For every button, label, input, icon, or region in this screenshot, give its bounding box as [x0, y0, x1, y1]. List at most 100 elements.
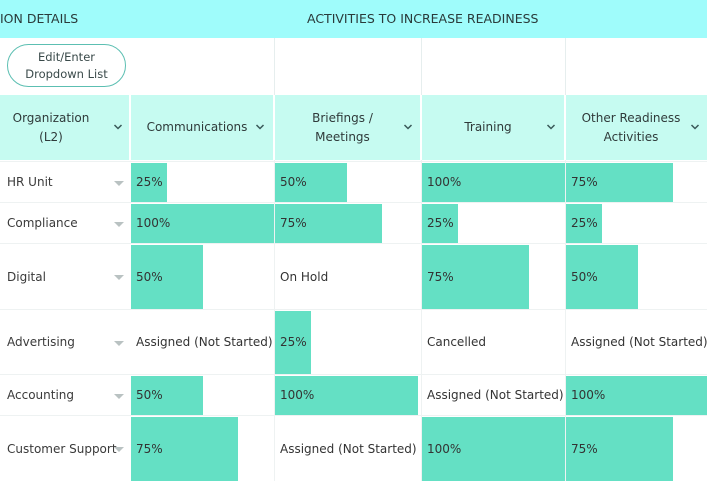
progress-bar [422, 163, 565, 202]
column-header-organization-l2[interactable]: Organization (L2) [0, 95, 130, 160]
organization-name[interactable]: Customer Support [7, 441, 117, 456]
status-cell-briefings-meetings[interactable]: Assigned (Not Started) [275, 416, 418, 481]
status-value: 100% [136, 216, 171, 230]
status-value: 75% [571, 175, 598, 189]
status-cell-briefings-meetings[interactable]: 75% [275, 203, 418, 243]
status-value: 50% [571, 269, 598, 284]
caret-down-icon[interactable] [114, 180, 124, 186]
divider [274, 38, 275, 95]
progress-bar [131, 376, 203, 415]
status-value: 25% [280, 335, 307, 349]
progress-bar [131, 204, 274, 243]
status-value: Cancelled [427, 335, 486, 349]
organization-name[interactable]: Accounting [7, 388, 75, 402]
progress-bar [275, 376, 418, 415]
organization-name[interactable]: HR Unit [7, 175, 53, 189]
status-cell-training[interactable]: 100% [422, 416, 565, 481]
status-cell-training[interactable]: 25% [422, 203, 565, 243]
column-header-label: Training [464, 120, 512, 134]
status-cell-briefings-meetings[interactable]: 100% [275, 375, 418, 415]
status-value: 75% [571, 441, 598, 456]
column-header-label: Other Readiness Activities [581, 110, 681, 144]
status-cell-other-readiness-activities[interactable]: 75% [566, 416, 707, 481]
banner-org-details-title: ION DETAILS [0, 11, 79, 26]
column-header-row: Organization (L2) Communications Briefings… [0, 95, 707, 160]
table-row: Compliance 100% 75% 25% 25% [0, 202, 707, 243]
status-value: 100% [280, 388, 315, 402]
chevron-down-icon[interactable] [255, 121, 265, 131]
status-value: 25% [136, 175, 163, 189]
table-row: Customer Support 75% Assigned (Not Started… [0, 415, 707, 481]
column-header-communications[interactable]: Communications [130, 95, 274, 160]
progress-bar [131, 417, 238, 481]
caret-down-icon[interactable] [114, 447, 124, 452]
table-row: Digital 50% On Hold 75% 50% [0, 243, 707, 309]
progress-bar [566, 245, 638, 309]
section-banner: ION DETAILS ACTIVITIES TO INCREASE READI… [0, 0, 707, 38]
status-value: 100% [427, 441, 462, 456]
status-cell-communications[interactable]: 75% [131, 416, 274, 481]
column-header-briefings-meetings[interactable]: Briefings / Meetings [274, 95, 421, 160]
column-header-label: Briefings / Meetings [312, 110, 373, 144]
status-value: 50% [280, 175, 307, 189]
status-cell-communications[interactable]: 100% [131, 203, 274, 243]
column-divider [421, 160, 422, 481]
organization-name[interactable]: Digital [7, 269, 46, 284]
status-value: 25% [427, 216, 454, 230]
status-value: 25% [571, 216, 598, 230]
status-value: Assigned (Not Started) [427, 388, 564, 402]
status-value: On Hold [280, 269, 329, 284]
status-cell-training[interactable]: Assigned (Not Started) [422, 375, 565, 415]
divider [565, 38, 566, 95]
progress-bar [422, 417, 565, 481]
caret-down-icon[interactable] [114, 275, 124, 280]
column-header-label: Communications [146, 120, 248, 134]
status-cell-briefings-meetings[interactable]: 50% [275, 162, 418, 202]
column-header-training[interactable]: Training [421, 95, 565, 160]
status-cell-other-readiness-activities[interactable]: 75% [566, 162, 707, 202]
status-cell-other-readiness-activities[interactable]: 50% [566, 244, 707, 309]
status-cell-other-readiness-activities[interactable]: 25% [566, 203, 707, 243]
chevron-down-icon[interactable] [113, 121, 123, 131]
header-divider [129, 95, 131, 160]
status-cell-briefings-meetings[interactable]: On Hold [275, 244, 418, 309]
progress-bar [131, 163, 167, 202]
header-divider [564, 95, 566, 160]
status-cell-other-readiness-activities[interactable]: 100% [566, 375, 707, 415]
divider [421, 38, 422, 95]
status-value: 50% [136, 269, 163, 284]
status-cell-training[interactable]: Cancelled [422, 310, 565, 374]
progress-bar [566, 204, 602, 243]
organization-name[interactable]: Compliance [7, 216, 78, 230]
edit-dropdown-list-label: Edit/Enter Dropdown List [25, 50, 108, 81]
table-row: HR Unit 25% 50% 100% 75% [0, 161, 707, 202]
status-cell-other-readiness-activities[interactable]: Assigned (Not Started) [566, 310, 707, 374]
status-value: Assigned (Not Started) [280, 441, 417, 456]
status-cell-communications[interactable]: 50% [131, 375, 274, 415]
caret-down-icon[interactable] [114, 340, 124, 346]
progress-bar [275, 163, 347, 202]
status-cell-communications[interactable]: 50% [131, 244, 274, 309]
chevron-down-icon[interactable] [690, 121, 700, 131]
status-cell-communications[interactable]: Assigned (Not Started) [131, 310, 274, 374]
status-value: 75% [280, 216, 307, 230]
status-value: 50% [136, 388, 163, 402]
chevron-down-icon[interactable] [546, 121, 556, 131]
column-divider [274, 160, 275, 481]
progress-bar [566, 417, 673, 481]
chevron-down-icon[interactable] [403, 121, 413, 131]
status-cell-briefings-meetings[interactable]: 25% [275, 310, 418, 374]
progress-bar [275, 311, 311, 374]
progress-bar [131, 245, 203, 309]
status-cell-training[interactable]: 100% [422, 162, 565, 202]
caret-down-icon[interactable] [114, 393, 124, 399]
status-cell-training[interactable]: 75% [422, 244, 565, 309]
edit-dropdown-list-button[interactable]: Edit/Enter Dropdown List [7, 44, 126, 87]
progress-bar [566, 376, 707, 415]
column-header-label: Organization (L2) [12, 110, 90, 144]
status-cell-communications[interactable]: 25% [131, 162, 274, 202]
caret-down-icon[interactable] [114, 221, 124, 227]
column-header-other-readiness-activities[interactable]: Other Readiness Activities [565, 95, 707, 160]
progress-bar [422, 204, 458, 243]
organization-name[interactable]: Advertising [7, 335, 75, 349]
